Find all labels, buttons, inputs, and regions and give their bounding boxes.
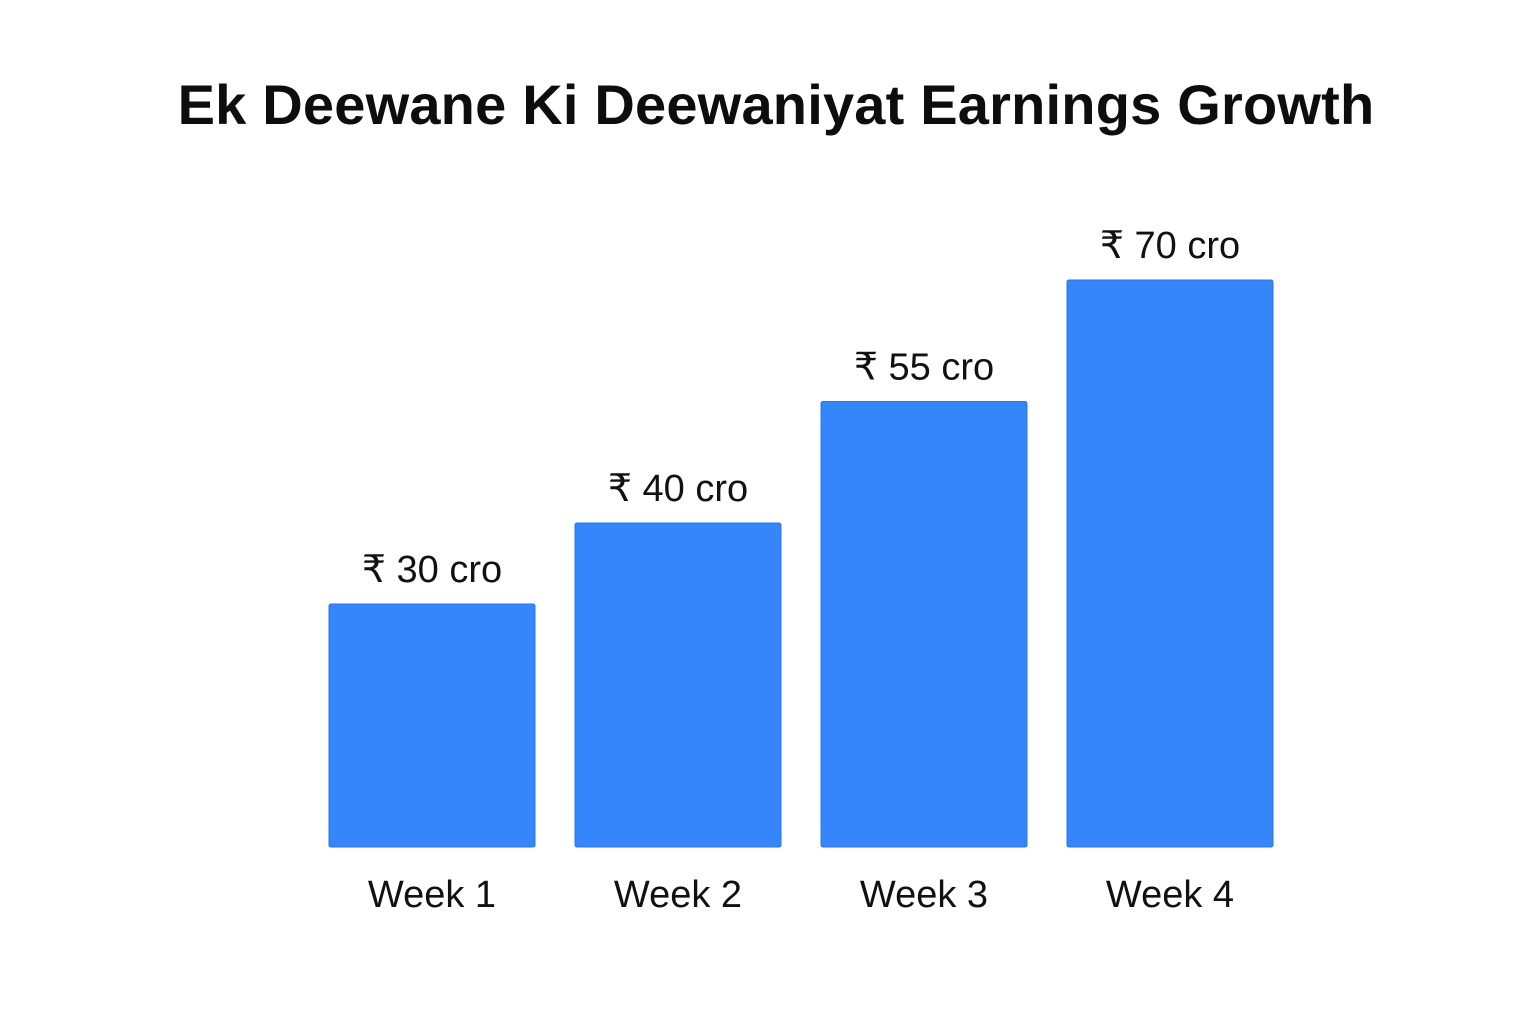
x-tick-label: Week 4 [1106,874,1234,916]
data-label: ₹ 40 cro [608,468,748,510]
data-label: ₹ 70 cro [1100,225,1240,267]
bar-week-4 [1066,279,1274,848]
data-labels-layer: ₹ 30 cro ₹ 40 cro ₹ 55 cro ₹ 70 cro [362,225,1240,591]
data-label: ₹ 55 cro [854,347,994,389]
bar-week-2 [574,522,782,848]
x-tick-label: Week 3 [860,874,988,916]
bars-layer [328,279,1274,848]
data-label: ₹ 30 cro [362,549,502,591]
bar-week-1 [328,603,536,848]
bar-week-3 [820,401,1028,848]
x-tick-label: Week 1 [368,874,496,916]
x-tick-label: Week 2 [614,874,742,916]
x-axis-tick-labels: Week 1 Week 2 Week 3 Week 4 [368,874,1234,916]
chart-title: Ek Deewane Ki Deewaniyat Earnings Growth [177,73,1375,136]
